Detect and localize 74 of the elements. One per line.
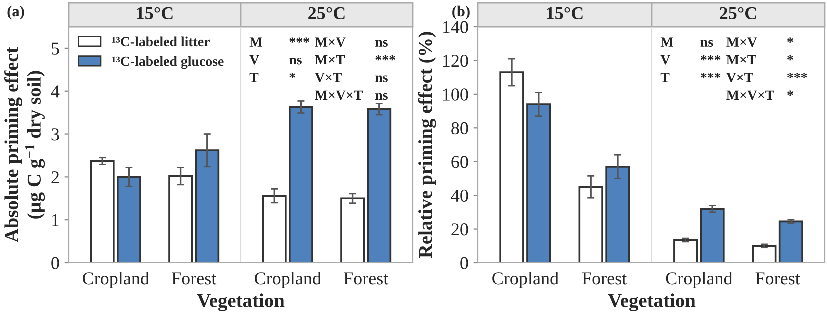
chart-title: 25°C (720, 7, 756, 20)
y-axis-title: Absolute priming effect (μg C g$^{−1}$ dry soil) (4, 47, 46, 243)
annotation: *** (290, 38, 310, 43)
bar (168, 175, 193, 263)
annotation: V (250, 55, 260, 65)
bar (700, 208, 725, 263)
y-tick-label: 40 (451, 190, 468, 202)
annotation: M×V×T (726, 90, 774, 100)
bar (367, 108, 392, 263)
text: (a) (8, 6, 24, 20)
legend-label: ¹³C-labeled litter (112, 36, 210, 47)
x-tick-label: Forest (172, 272, 217, 285)
annotation: * (788, 38, 794, 43)
x-tick-label: Cropland (255, 272, 322, 288)
legend-label: ¹³C-labeled glucose (112, 56, 224, 70)
annotation: V×T (726, 73, 754, 82)
y-tick-label: 60 (452, 156, 468, 168)
annotation: *** (701, 55, 721, 61)
x-axis-title: Vegetation (608, 294, 696, 312)
y-tick-label: 5 (52, 42, 60, 55)
bar (606, 166, 630, 263)
annotation: V×T (315, 73, 342, 82)
chart-title: 25°C (308, 7, 345, 20)
bar (195, 150, 220, 263)
annotation: ns (376, 40, 388, 47)
x-tick-label: Forest (582, 272, 628, 285)
annotation: M (250, 38, 262, 47)
y-tick-label: 20 (452, 224, 468, 236)
y-tick-label: 120 (443, 54, 468, 68)
annotation: ns (376, 93, 388, 100)
y-tick-label: 100 (443, 88, 468, 101)
y-tick-label: 0 (52, 257, 60, 270)
text: (b) (452, 6, 470, 20)
annotation: M×V (315, 38, 346, 48)
annotation: T (250, 73, 259, 82)
x-tick-label: Cropland (83, 272, 150, 288)
annotation: M×T (315, 55, 346, 65)
bar (526, 104, 552, 263)
y-tick-label: 0 (460, 257, 468, 270)
annotation: *** (701, 73, 721, 78)
bar (500, 72, 524, 263)
bar (117, 176, 142, 263)
annotation: * (788, 90, 794, 96)
annotation: ns (290, 58, 302, 65)
x-tick-label: Forest (756, 272, 800, 285)
annotation: *** (788, 73, 808, 78)
bar (90, 160, 115, 263)
annotation: ns (376, 76, 388, 82)
x-tick-label: Cropland (492, 272, 559, 288)
annotation: M×T (726, 55, 756, 65)
bar (289, 106, 314, 263)
annotation: ns (700, 40, 714, 47)
y-tick-label: 4 (51, 86, 60, 98)
annotation: V (660, 55, 671, 65)
annotation: M×V×T (315, 90, 363, 100)
x-tick-label: Forest (344, 272, 389, 285)
y-tick-label: 2 (52, 171, 59, 184)
annotation: M (660, 38, 674, 47)
x-tick-label: Cropland (666, 272, 733, 288)
annotation: * (788, 55, 794, 61)
annotation: M×V (726, 38, 758, 48)
annotation: T (660, 73, 670, 82)
annotation: * (290, 73, 296, 78)
y-tick-label: 140 (443, 21, 468, 34)
y-axis-title: Relative priming effect (%) (418, 32, 436, 258)
y-tick-label: 80 (452, 122, 468, 135)
chart-title: 15°C (137, 7, 173, 20)
bar (778, 220, 804, 263)
annotation: *** (376, 55, 396, 61)
x-axis-title: Vegetation (197, 294, 285, 312)
bar (578, 186, 604, 263)
y-tick-label: 3 (52, 128, 60, 141)
y-tick-label: 1 (52, 214, 59, 226)
chart-title: 15°C (547, 7, 583, 20)
